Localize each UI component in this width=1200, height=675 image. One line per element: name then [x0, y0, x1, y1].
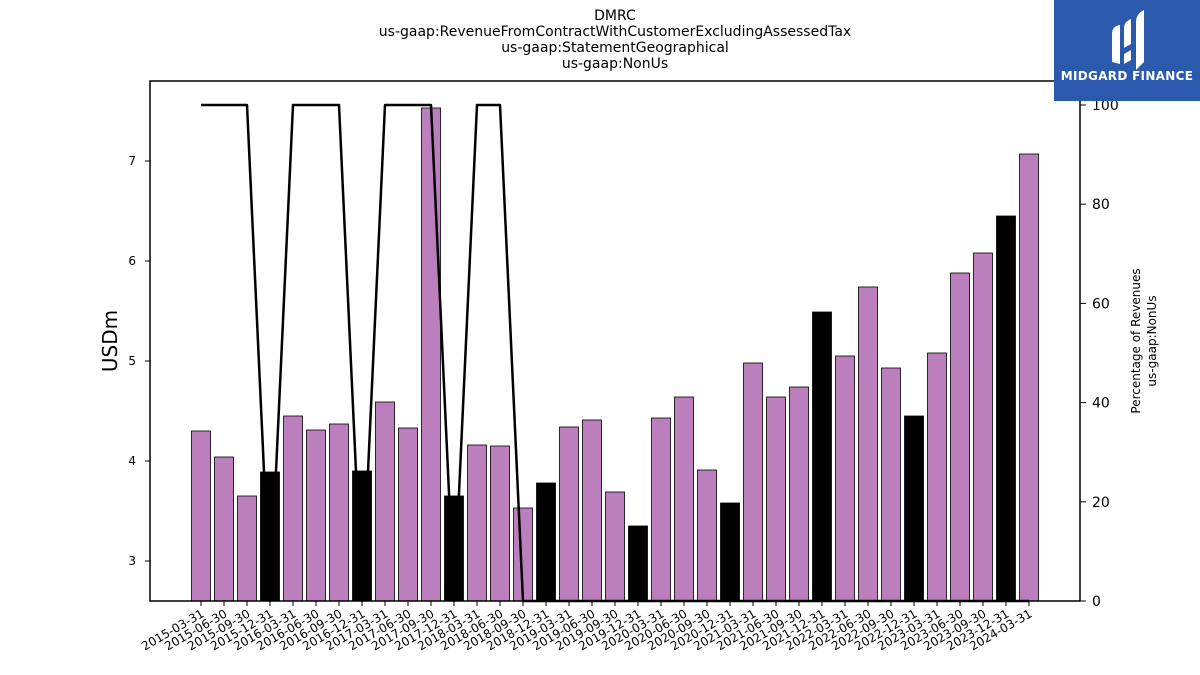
y2-tick-label: 80 — [1092, 197, 1110, 213]
y-tick-label: 5 — [128, 354, 136, 368]
bar-2015-09-30 — [237, 495, 257, 602]
bar-2022-06-30 — [858, 286, 878, 602]
y2-tick-label: 60 — [1092, 296, 1110, 312]
bar-2016-09-30 — [329, 423, 349, 602]
bar-2021-12-31 — [812, 311, 832, 602]
bar-2022-12-31 — [904, 415, 924, 602]
bar-2019-09-30 — [605, 491, 625, 602]
bar-2020-03-31 — [651, 417, 671, 602]
y2-axis-label-line-2: us-gaap:NonUs — [1145, 295, 1159, 386]
chart-title-line-1: DMRC — [594, 8, 636, 24]
bar-2020-12-31 — [720, 502, 740, 602]
bar-2021-06-30 — [766, 396, 786, 602]
bar-2022-03-31 — [835, 355, 855, 602]
y2-tick-label: 100 — [1092, 98, 1119, 114]
y2-tick-label: 40 — [1092, 396, 1110, 412]
chart-title-line-2: us-gaap:RevenueFromContractWithCustomerE… — [378, 24, 852, 40]
bar-2019-03-31 — [559, 426, 579, 602]
logo-text: MIDGARD FINANCE — [1060, 69, 1194, 83]
bar-2017-06-30 — [398, 427, 418, 602]
y2-axis-label-line-1: Percentage of Revenues — [1129, 268, 1143, 413]
bar-2019-12-31 — [628, 525, 648, 602]
y-axis-label: USDm — [98, 310, 122, 372]
bar-series — [191, 107, 1039, 602]
y2-tick-label: 0 — [1092, 594, 1101, 610]
brand-logo: MIDGARD FINANCE — [1054, 0, 1200, 101]
bar-2015-03-31 — [191, 430, 211, 602]
bar-2018-06-30 — [490, 445, 510, 602]
bar-2023-06-30 — [950, 272, 970, 602]
bar-2020-06-30 — [674, 396, 694, 602]
y-tick-label: 4 — [128, 454, 136, 468]
bar-2020-09-30 — [697, 469, 717, 602]
bar-2019-06-30 — [582, 419, 602, 602]
chart-title-line-4: us-gaap:NonUs — [561, 56, 669, 72]
bar-2024-03-31 — [1019, 153, 1039, 602]
logo-icon — [1112, 10, 1144, 70]
bar-2021-03-31 — [743, 362, 763, 602]
y2-tick-label: 20 — [1092, 495, 1110, 511]
bar-2017-03-31 — [375, 401, 395, 602]
bar-2022-09-30 — [881, 367, 901, 602]
bar-2023-12-31 — [996, 215, 1016, 602]
bar-2023-09-30 — [973, 252, 993, 602]
bar-2016-06-30 — [306, 429, 326, 602]
y-tick-label: 6 — [128, 254, 136, 268]
bar-2015-06-30 — [214, 456, 234, 602]
bar-2016-03-31 — [283, 415, 303, 602]
bar-2017-09-30 — [421, 107, 441, 602]
chart-title-line-3: us-gaap:StatementGeographical — [501, 40, 729, 56]
bar-2018-03-31 — [467, 444, 487, 602]
y-tick-label: 3 — [128, 554, 136, 568]
y-tick-label: 7 — [128, 154, 136, 168]
bar-2021-09-30 — [789, 386, 809, 602]
axes: 345670204060801002015-03-312015-06-30201… — [128, 80, 1119, 653]
bar-2018-12-31 — [536, 482, 556, 602]
bar-2023-03-31 — [927, 352, 947, 602]
